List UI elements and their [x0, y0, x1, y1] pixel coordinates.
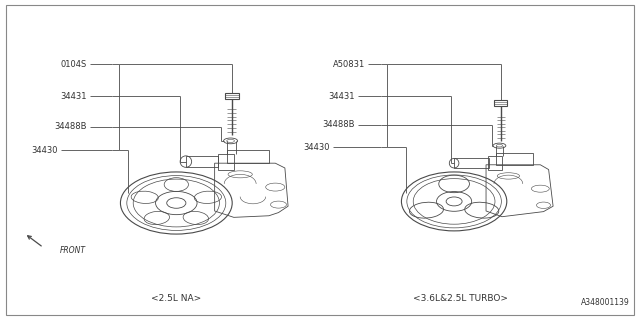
Bar [488, 156, 502, 170]
Bar [186, 156, 218, 167]
Text: 34488B: 34488B [54, 122, 87, 131]
Bar [218, 154, 234, 170]
Bar [454, 158, 489, 168]
Bar [495, 153, 532, 165]
Bar [225, 93, 239, 100]
Text: 34431: 34431 [328, 92, 355, 101]
Text: 34488B: 34488B [323, 120, 355, 130]
Bar [227, 150, 269, 163]
Text: FRONT: FRONT [60, 246, 86, 255]
Text: 34431: 34431 [60, 92, 87, 101]
Text: 0104S: 0104S [61, 60, 87, 69]
Bar [494, 100, 507, 106]
Text: 34430: 34430 [31, 146, 58, 155]
Text: A348001139: A348001139 [581, 298, 630, 307]
Text: <2.5L NA>: <2.5L NA> [151, 294, 202, 303]
Text: A50831: A50831 [332, 60, 365, 69]
Text: 34430: 34430 [303, 143, 330, 152]
Text: <3.6L&2.5L TURBO>: <3.6L&2.5L TURBO> [413, 294, 508, 303]
